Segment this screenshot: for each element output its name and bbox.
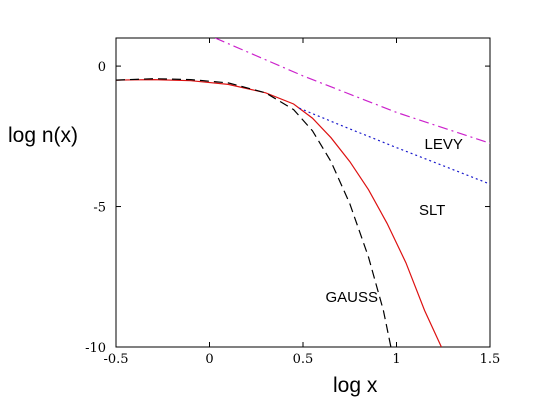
slt-curve bbox=[116, 78, 442, 347]
levy-series-label: LEVY bbox=[425, 136, 463, 153]
x-tick-label: -0.5 bbox=[103, 352, 128, 367]
gauss-curve bbox=[116, 78, 392, 347]
levy-curve bbox=[299, 107, 490, 185]
x-tick-label: 0 bbox=[205, 352, 213, 367]
y-tick-label: -5 bbox=[93, 201, 106, 216]
upper-bound-curve bbox=[214, 38, 490, 144]
x-tick-label: 1.5 bbox=[480, 352, 501, 367]
x-tick-label: 0.5 bbox=[293, 352, 314, 367]
y-tick-label: -10 bbox=[85, 341, 106, 356]
gauss-series-label: GAUSS bbox=[325, 289, 378, 306]
x-axis-label: log x bbox=[333, 374, 378, 397]
plot-frame bbox=[115, 37, 491, 348]
y-tick-label: 0 bbox=[98, 60, 106, 75]
y-axis-label: log n(x) bbox=[8, 124, 78, 147]
slt-series-label: SLT bbox=[419, 202, 445, 219]
x-tick-label: 1 bbox=[392, 352, 400, 367]
